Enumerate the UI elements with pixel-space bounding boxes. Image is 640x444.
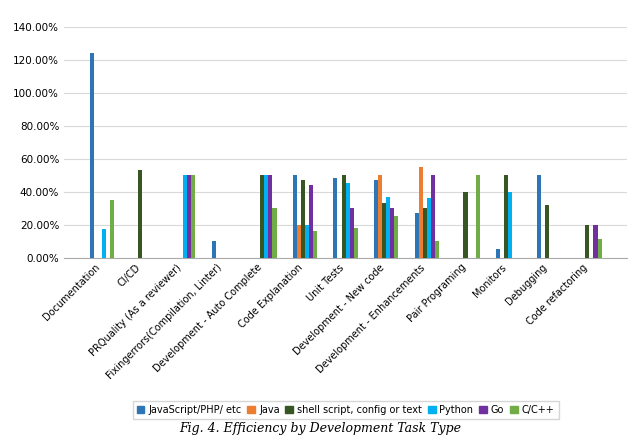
Bar	[349, 208, 354, 258]
Bar	[187, 175, 191, 258]
Bar	[390, 208, 394, 258]
Bar	[386, 197, 390, 258]
Bar	[260, 175, 264, 258]
Bar	[313, 231, 317, 258]
Bar	[431, 175, 435, 258]
Bar	[394, 216, 399, 258]
Bar	[427, 198, 431, 258]
Bar	[435, 241, 439, 258]
Bar	[292, 175, 297, 258]
Bar	[593, 225, 598, 258]
Bar	[90, 53, 93, 258]
Bar	[419, 167, 423, 258]
Bar	[191, 175, 195, 258]
Bar	[138, 170, 143, 258]
Legend: JavaScript/PHP/ etc, Java, shell script, config or text, Python, Go, C/C++: JavaScript/PHP/ etc, Java, shell script,…	[132, 401, 559, 419]
Bar	[110, 200, 114, 258]
Bar	[264, 175, 268, 258]
Bar	[423, 208, 427, 258]
Bar	[354, 228, 358, 258]
Bar	[598, 239, 602, 258]
Bar	[374, 180, 378, 258]
Bar	[463, 191, 467, 258]
Bar	[346, 183, 349, 258]
Bar	[211, 241, 216, 258]
Bar	[504, 175, 508, 258]
Bar	[586, 225, 589, 258]
Bar	[508, 191, 512, 258]
Bar	[496, 249, 500, 258]
Bar	[536, 175, 541, 258]
Bar	[183, 175, 187, 258]
Bar	[297, 225, 301, 258]
Bar	[102, 230, 106, 258]
Bar	[415, 213, 419, 258]
Bar	[309, 185, 313, 258]
Bar	[342, 175, 346, 258]
Bar	[333, 178, 337, 258]
Bar	[476, 175, 480, 258]
Bar	[301, 180, 305, 258]
Bar	[273, 208, 276, 258]
Bar	[382, 203, 386, 258]
Bar	[305, 225, 309, 258]
Bar	[545, 205, 548, 258]
Bar	[268, 175, 273, 258]
Text: Fig. 4. Efficiency by Development Task Type: Fig. 4. Efficiency by Development Task T…	[179, 422, 461, 435]
Bar	[378, 175, 382, 258]
